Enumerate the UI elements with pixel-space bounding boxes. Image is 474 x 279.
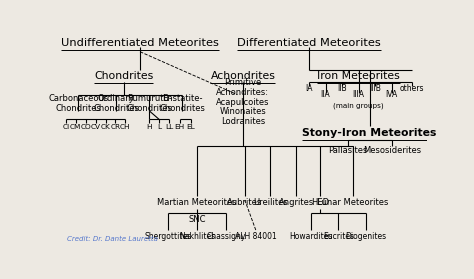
Text: Pallasites: Pallasites	[328, 146, 367, 155]
Text: IIA: IIA	[321, 90, 330, 99]
Text: Undifferentiated Meteorites: Undifferentiated Meteorites	[61, 38, 219, 48]
Text: CK: CK	[100, 124, 110, 130]
Text: Chassigny: Chassigny	[207, 232, 246, 241]
Text: EH: EH	[175, 124, 185, 130]
Text: IIIB: IIIB	[369, 84, 381, 93]
Text: Carbonaceous
Chondrites: Carbonaceous Chondrites	[48, 94, 109, 113]
Text: CM: CM	[70, 124, 82, 130]
Text: Nakhlites: Nakhlites	[179, 232, 215, 241]
Text: CI: CI	[62, 124, 69, 130]
Text: Ordinary
Chondrites: Ordinary Chondrites	[93, 94, 139, 113]
Text: CR: CR	[110, 124, 120, 130]
Text: Angrites: Angrites	[279, 198, 314, 207]
Text: IIB: IIB	[337, 84, 347, 93]
Text: HED: HED	[311, 198, 329, 207]
Text: L: L	[157, 124, 161, 130]
Text: Primitive
Achondrites:
Acapulcoites
Winonaites
Lodranites: Primitive Achondrites: Acapulcoites Wino…	[216, 78, 270, 126]
Text: CH: CH	[120, 124, 131, 130]
Text: Stony-Iron Meteorites: Stony-Iron Meteorites	[302, 128, 437, 138]
Text: Enstatite-
Chondrites: Enstatite- Chondrites	[159, 94, 205, 113]
Text: IIIA: IIIA	[353, 90, 365, 99]
Text: ALH 84001: ALH 84001	[235, 232, 277, 241]
Text: Martian Meteorites: Martian Meteorites	[157, 198, 237, 207]
Text: Chondrites: Chondrites	[94, 71, 153, 81]
Text: Iron Meteorites: Iron Meteorites	[317, 71, 400, 81]
Text: Differentiated Meteorites: Differentiated Meteorites	[237, 38, 381, 48]
Text: Credit: Dr. Dante Lauretta: Credit: Dr. Dante Lauretta	[66, 236, 157, 242]
Text: Howardites: Howardites	[289, 232, 333, 241]
Text: Eucrites: Eucrites	[323, 232, 354, 241]
Text: Rumurutu-
Chondrites: Rumurutu- Chondrites	[126, 94, 172, 113]
Text: Diogenites: Diogenites	[346, 232, 387, 241]
Text: Ureilites: Ureilites	[253, 198, 288, 207]
Text: CV: CV	[91, 124, 100, 130]
Text: Lunar Meteorites: Lunar Meteorites	[318, 198, 389, 207]
Text: SNC: SNC	[188, 215, 206, 224]
Text: others: others	[400, 84, 424, 93]
Text: LL: LL	[165, 124, 173, 130]
Text: Mesosiderites: Mesosiderites	[363, 146, 421, 155]
Text: IA: IA	[305, 84, 313, 93]
Text: Aubrites: Aubrites	[227, 198, 263, 207]
Text: Achondrites: Achondrites	[210, 71, 275, 81]
Text: Shergottites: Shergottites	[144, 232, 191, 241]
Text: IVA: IVA	[385, 90, 398, 99]
Text: CO: CO	[80, 124, 91, 130]
Text: EL: EL	[186, 124, 195, 130]
Text: H: H	[146, 124, 152, 130]
Text: (main groups): (main groups)	[333, 102, 384, 109]
